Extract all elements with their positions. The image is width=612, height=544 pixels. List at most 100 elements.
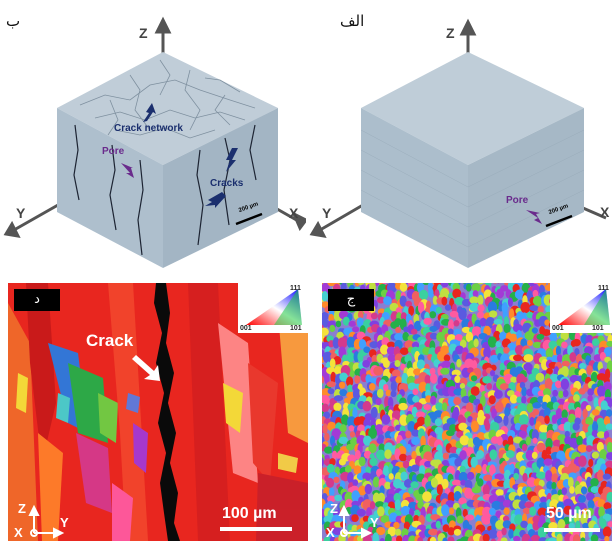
grain: [332, 527, 343, 535]
grain: [603, 430, 610, 440]
grain: [380, 515, 390, 524]
grain: [339, 389, 348, 397]
grain: [552, 423, 558, 431]
grain: [442, 524, 450, 533]
grain: [602, 526, 612, 538]
grain: [590, 534, 599, 541]
grain: [493, 318, 503, 326]
grain: [521, 443, 528, 452]
grain: [454, 458, 462, 467]
grain: [545, 437, 553, 450]
grain: [470, 386, 480, 396]
grain: [337, 337, 348, 349]
grain: [327, 388, 335, 395]
grain: [453, 528, 462, 536]
grain: [483, 346, 492, 359]
grain: [592, 338, 600, 346]
grain: [599, 449, 608, 461]
grain: [488, 395, 496, 405]
grain: [447, 536, 455, 541]
cube-a-pore-label: Pore: [506, 195, 529, 206]
grain: [555, 408, 563, 420]
grain: [333, 402, 342, 412]
grain: [370, 406, 378, 419]
grain: [519, 381, 526, 389]
panel-d-axis-z: Z: [18, 501, 26, 516]
grain: [578, 455, 587, 467]
grain: [369, 501, 376, 510]
panel-c-axis-x: X: [326, 525, 335, 540]
panel-d-legend-111: 111: [290, 285, 301, 292]
grain: [560, 365, 569, 378]
grain: [585, 404, 592, 412]
grain: [418, 531, 426, 539]
grain: [324, 446, 333, 454]
grain: [381, 414, 391, 425]
cube-b-scale-bar: [235, 212, 263, 226]
grain: [424, 415, 431, 427]
grain: [556, 450, 566, 462]
grain: [322, 403, 330, 413]
grain: [363, 435, 372, 446]
grain: [405, 430, 412, 439]
fine-grains: [322, 283, 612, 541]
grain: [453, 320, 460, 327]
grain: [333, 476, 340, 484]
grain: [458, 309, 467, 321]
grain: [442, 517, 448, 526]
grain: [352, 407, 358, 420]
grain: [531, 367, 540, 376]
grain: [394, 333, 404, 341]
grain: [541, 401, 548, 410]
grain: [324, 432, 330, 442]
grain: [514, 289, 525, 300]
grain: [411, 450, 417, 460]
grain: [475, 464, 482, 474]
grain: [330, 371, 336, 384]
grain: [454, 375, 461, 383]
grain: [476, 311, 485, 319]
grain: [452, 288, 462, 299]
grain: [327, 500, 334, 508]
grain: [346, 351, 355, 363]
grain: [347, 384, 353, 394]
grain: [551, 473, 559, 483]
grain: [435, 402, 443, 411]
grain: [606, 340, 612, 347]
grain: [544, 378, 553, 391]
panel-c-label: ج: [328, 289, 374, 311]
grain: [569, 485, 575, 494]
grain: [422, 444, 431, 454]
fine-grain-map: [322, 283, 612, 541]
grain: [572, 338, 581, 347]
grain: [545, 446, 553, 455]
cracked-cube-drawing: [3, 16, 306, 268]
cube-b-pore-arrow: [121, 163, 134, 178]
grain: [502, 499, 512, 508]
grain: [586, 507, 594, 517]
grain: [552, 439, 562, 448]
panel-d-scale-bar: [220, 527, 292, 531]
grain: [573, 465, 580, 472]
grain: [435, 520, 441, 529]
grain: [483, 474, 493, 482]
grain: [373, 366, 384, 376]
grain: [564, 430, 570, 438]
grain: [555, 380, 562, 389]
panel-d-axis-x: X: [14, 525, 23, 540]
grain: [512, 354, 523, 362]
grain: [390, 380, 397, 392]
panel-a-label: الف: [340, 12, 365, 30]
grain: [453, 397, 461, 406]
grain: [563, 421, 572, 433]
grain: [375, 501, 385, 508]
grain: [587, 499, 595, 510]
grain: [417, 537, 423, 541]
grain: [489, 310, 498, 318]
grain: [368, 383, 376, 391]
grain: [471, 283, 481, 292]
panel-c-scale-bar: [544, 528, 600, 532]
cube-b-top-face: [57, 52, 278, 165]
grain: [532, 295, 542, 307]
grain: [603, 502, 612, 510]
